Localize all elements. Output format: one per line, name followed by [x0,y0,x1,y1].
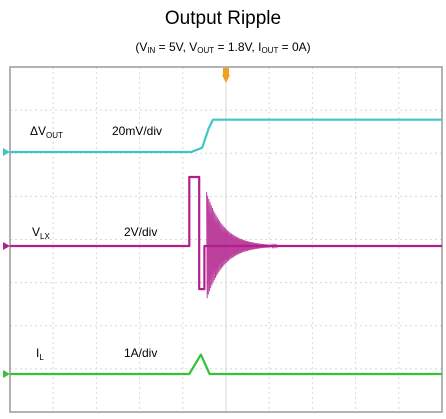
chart-subtitle: (VIN = 5V, VOUT = 1.8V, IOUT = 0A) [0,40,446,58]
trace-vlx-ringing [206,192,279,299]
iout-value: = 0A) [278,40,311,54]
channel-name-il: IL [36,346,44,362]
channel-scale-vlx: 2V/div [124,225,157,239]
chart-title: Output Ripple [164,8,282,29]
vin-value: = 5V, [155,40,190,54]
iout-label: I [258,40,262,54]
scope-frame [9,66,443,413]
channel-scale-vout: 20mV/div [112,124,162,138]
channel-marker-vout [3,148,10,156]
channel-marker-il [3,370,10,378]
vout-sub: OUT [197,46,215,55]
channel-name-vout: ΔVOUT [30,124,63,140]
channel-marker-vlx [3,242,10,250]
channel-labels: ΔVOUT 20mV/div VLX 2V/div IL 1A/div [30,124,162,362]
trace-il [10,353,442,376]
scope-traces [10,118,442,376]
trace-vout [10,118,442,154]
channel-name-vlx: VLX [32,225,50,241]
trace-vlx [10,175,442,291]
subtitle-open: ( [135,40,140,54]
iout-sub: OUT [261,46,279,55]
vin-label: V [139,40,148,54]
vout-label: V [189,40,198,54]
channel-scale-il: 1A/div [124,346,157,360]
vin-sub: IN [147,46,156,55]
trigger-marker [222,75,230,83]
vout-value: = 1.8V, [214,40,259,54]
trigger-marker-stem [223,68,229,76]
scope-markers [3,68,230,378]
